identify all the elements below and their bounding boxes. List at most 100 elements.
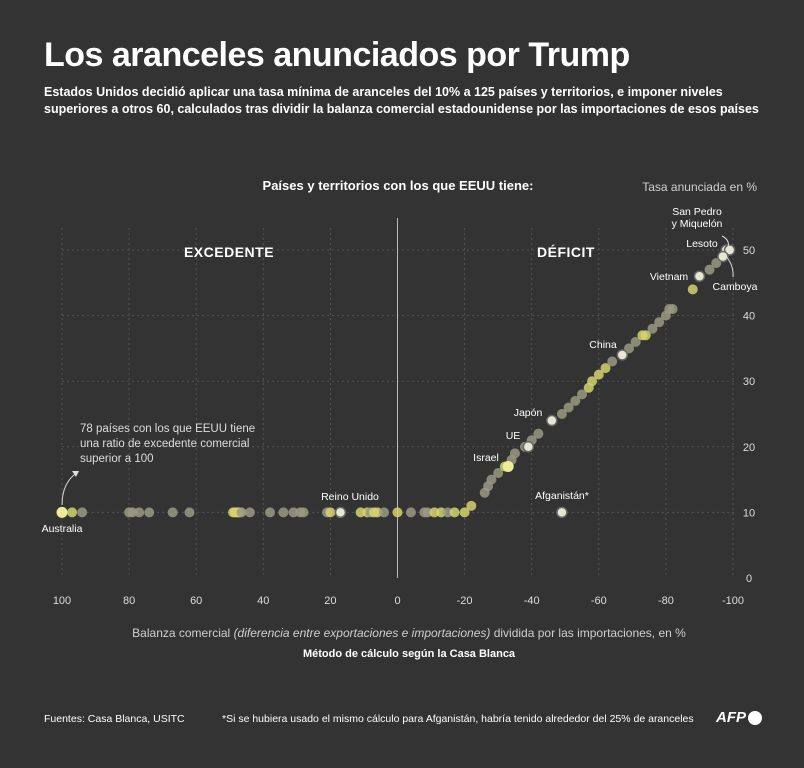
highlighted-point	[502, 460, 514, 472]
data-point	[664, 304, 675, 315]
axis-layer: 0 10 20 30 40 50 100 80 60 40 20 0 -20 -40 -60 -80 -100	[53, 218, 755, 607]
x-tick-label: 60	[190, 595, 202, 607]
leader-line	[721, 235, 729, 248]
data-point	[244, 507, 255, 518]
data-point	[556, 409, 567, 419]
highlighted-point	[616, 349, 629, 361]
y-tick-label: 30	[743, 376, 755, 388]
annotation-label: China	[589, 339, 617, 351]
highlighted-point	[334, 506, 347, 519]
data-point	[379, 507, 390, 518]
highlighted-point	[556, 506, 568, 519]
data-point	[654, 317, 665, 328]
y-tick-label: 10	[743, 507, 755, 519]
data-point	[587, 376, 598, 387]
data-point	[265, 507, 276, 518]
data-point	[184, 507, 195, 518]
data-point	[298, 507, 309, 518]
data-point	[325, 507, 336, 518]
note-78-countries: una ratio de excedente comercial	[80, 438, 249, 450]
highlighted-point	[546, 414, 558, 427]
data-point	[533, 428, 544, 439]
data-point	[623, 343, 634, 354]
data-point	[647, 323, 658, 334]
data-point	[77, 507, 88, 518]
data-point	[593, 369, 604, 380]
chart-title: Países y territorios con los que EEUU ti…	[263, 178, 534, 193]
region-label-excedente: EXCEDENTE	[184, 244, 274, 260]
data-point	[640, 330, 651, 341]
x-tick-label: 40	[257, 595, 269, 607]
annotation-label: Lesoto	[686, 238, 718, 250]
data-point	[392, 507, 403, 518]
annotation-label: Afganistán*	[535, 490, 589, 502]
footnote-text: *Si se hubiera usado el mismo cálculo pa…	[222, 713, 694, 725]
x-axis-label-part-1: Balanza comercial	[132, 626, 233, 640]
sources-text: Fuentes: Casa Blanca, USITC	[44, 713, 185, 725]
x-tick-label: 80	[123, 595, 135, 607]
x-tick-label: -40	[524, 595, 540, 607]
annotation-label: Camboya	[713, 281, 758, 293]
data-point	[630, 336, 641, 347]
annotation-label: y Miquelón	[672, 218, 723, 230]
data-point	[405, 507, 416, 518]
y-tick-label: 50	[743, 245, 755, 257]
x-axis-label-part-2: dividida por las importaciones, en %	[490, 626, 686, 640]
annotation-label: UE	[506, 430, 521, 442]
data-point	[577, 389, 588, 400]
data-point	[144, 507, 155, 518]
afp-logo: AFP	[716, 709, 762, 726]
y-tick-label: 40	[743, 311, 755, 323]
x-tick-label: 20	[324, 595, 336, 607]
x-tick-label: 100	[53, 595, 71, 607]
x-tick-label: -20	[457, 595, 473, 607]
region-label-deficit: DÉFICIT	[537, 244, 595, 260]
note-arrow-head-icon	[72, 471, 79, 477]
data-point	[607, 356, 618, 367]
y-tick-label: 0	[746, 573, 752, 585]
data-point	[486, 474, 497, 485]
note-78-countries: superior a 100	[80, 453, 154, 465]
data-point	[466, 500, 477, 511]
afp-logo-text: AFP	[716, 709, 746, 726]
y-tick-label: 20	[743, 442, 755, 454]
data-point	[711, 258, 722, 269]
highlighted-point	[522, 441, 535, 453]
page-title: Los aranceles anunciados por Trump	[44, 36, 630, 74]
data-point	[167, 507, 178, 518]
x-tick-label: -100	[722, 595, 744, 607]
data-point	[134, 507, 145, 518]
data-point	[236, 507, 247, 518]
annotation-label: Israel	[473, 452, 499, 464]
data-point	[563, 402, 574, 413]
grid-layer	[61, 228, 735, 578]
y-axis-label: Tasa anunciada en %	[642, 180, 757, 194]
highlighted-point	[56, 506, 68, 518]
data-point	[493, 468, 504, 479]
data-point	[449, 507, 460, 518]
afp-logo-dot-icon	[748, 710, 762, 725]
annotation-label: Australia	[42, 523, 83, 535]
leader-line	[725, 255, 734, 278]
data-point	[704, 264, 715, 275]
data-point	[278, 507, 289, 518]
x-tick-label: -60	[591, 595, 607, 607]
data-point	[570, 395, 581, 406]
annotation-layer: Australia Reino Unido Israel UE Japón China Vi…	[42, 206, 758, 535]
note-78-countries: 78 países con los que EEUU tiene	[80, 423, 255, 435]
x-tick-label: -80	[658, 595, 674, 607]
annotation-label: Japón	[514, 407, 543, 419]
x-axis-sublabel: Método de cálculo según la Casa Blanca	[303, 648, 516, 660]
annotation-label: Vietnam	[650, 271, 689, 283]
data-point	[600, 363, 611, 374]
data-point	[67, 507, 78, 518]
data-point	[687, 284, 698, 295]
annotation-label: San Pedro	[672, 206, 722, 218]
data-point	[459, 507, 470, 518]
x-axis-label-italic: (diferencia entre exportaciones e import…	[234, 626, 491, 640]
data-point	[509, 448, 520, 459]
highlighted-point	[693, 270, 706, 282]
highlighted-point	[717, 250, 729, 263]
annotation-label: Reino Unido	[321, 491, 379, 503]
